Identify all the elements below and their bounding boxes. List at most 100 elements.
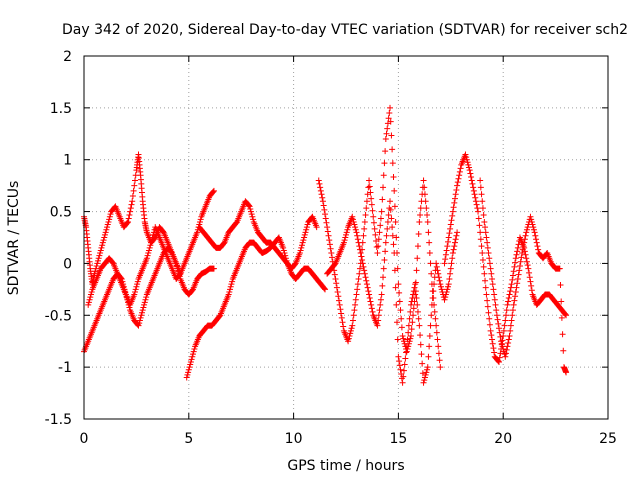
data-point xyxy=(349,213,356,220)
data-point xyxy=(368,305,375,312)
data-point xyxy=(415,315,422,322)
data-point xyxy=(428,301,435,308)
data-point xyxy=(498,340,505,347)
data-point xyxy=(502,317,509,324)
data-point xyxy=(98,244,105,251)
data-point xyxy=(497,350,504,357)
data-point xyxy=(411,284,418,291)
data-point xyxy=(296,250,303,257)
data-point xyxy=(452,236,459,243)
data-point xyxy=(317,184,324,191)
data-point xyxy=(389,232,396,239)
data-point xyxy=(365,288,372,295)
data-point xyxy=(466,167,473,174)
data-point xyxy=(491,349,498,356)
data-point xyxy=(484,239,491,246)
data-point xyxy=(398,315,405,322)
data-point xyxy=(506,291,513,298)
data-point xyxy=(129,193,136,200)
data-point xyxy=(210,265,217,272)
data-point xyxy=(340,239,347,246)
data-point xyxy=(475,215,482,222)
data-point xyxy=(390,174,397,180)
data-point xyxy=(97,250,104,257)
data-point xyxy=(479,250,486,257)
data-point xyxy=(349,322,356,329)
data-point xyxy=(480,212,487,219)
data-point xyxy=(467,170,474,177)
data-point xyxy=(141,299,148,306)
data-point xyxy=(514,248,521,255)
data-point xyxy=(433,329,440,336)
data-point xyxy=(429,295,436,301)
data-point xyxy=(336,297,343,304)
data-point xyxy=(389,146,396,153)
data-point xyxy=(422,198,429,205)
data-point xyxy=(104,224,111,231)
data-point xyxy=(407,301,414,308)
data-point xyxy=(138,309,145,316)
data-point xyxy=(502,353,509,360)
data-point xyxy=(366,183,373,190)
data-point xyxy=(333,284,340,291)
data-point xyxy=(346,333,353,340)
data-point xyxy=(441,296,448,303)
data-point xyxy=(228,281,235,288)
data-point xyxy=(324,224,331,231)
data-point xyxy=(505,336,512,343)
data-point xyxy=(109,259,116,266)
data-point xyxy=(377,215,384,222)
data-point xyxy=(413,295,420,301)
data-point xyxy=(103,226,110,233)
data-point xyxy=(403,349,410,356)
data-point xyxy=(465,164,472,171)
data-point xyxy=(137,314,144,321)
data-point xyxy=(535,246,542,253)
data-point xyxy=(487,265,494,272)
data-point xyxy=(359,260,366,267)
data-point xyxy=(532,232,539,239)
data-point xyxy=(377,301,384,308)
data-point xyxy=(449,250,456,257)
data-point xyxy=(297,247,304,254)
data-point xyxy=(509,272,516,279)
data-point xyxy=(107,211,114,218)
data-point xyxy=(447,265,454,272)
data-point xyxy=(457,165,464,172)
data-point xyxy=(562,311,569,318)
data-point xyxy=(127,205,134,212)
data-point xyxy=(514,275,521,282)
data-point xyxy=(482,229,489,236)
data-point xyxy=(387,206,394,213)
data-point xyxy=(106,213,113,220)
data-point xyxy=(151,235,158,242)
data-point xyxy=(364,284,371,291)
data-point xyxy=(94,257,101,264)
data-point xyxy=(453,186,460,193)
data-point xyxy=(505,298,512,305)
data-point xyxy=(533,239,540,246)
data-point xyxy=(493,312,500,319)
y-tick-label: 0.5 xyxy=(50,205,72,221)
data-point xyxy=(448,217,455,224)
data-point xyxy=(100,237,107,244)
data-point xyxy=(474,205,481,212)
data-point xyxy=(414,308,421,315)
data-point xyxy=(406,315,413,322)
data-point xyxy=(560,347,567,354)
data-point xyxy=(177,270,184,277)
data-point xyxy=(249,213,256,220)
data-point xyxy=(517,258,524,265)
data-point xyxy=(302,229,309,236)
data-point xyxy=(361,267,368,274)
data-point xyxy=(481,270,488,277)
data-point xyxy=(425,229,432,236)
data-point xyxy=(512,259,519,266)
data-point xyxy=(447,270,454,277)
data-point xyxy=(426,343,433,350)
data-point xyxy=(97,247,104,254)
data-point xyxy=(423,369,430,376)
data-point xyxy=(400,338,407,345)
data-point xyxy=(424,364,431,371)
data-point xyxy=(479,256,486,263)
